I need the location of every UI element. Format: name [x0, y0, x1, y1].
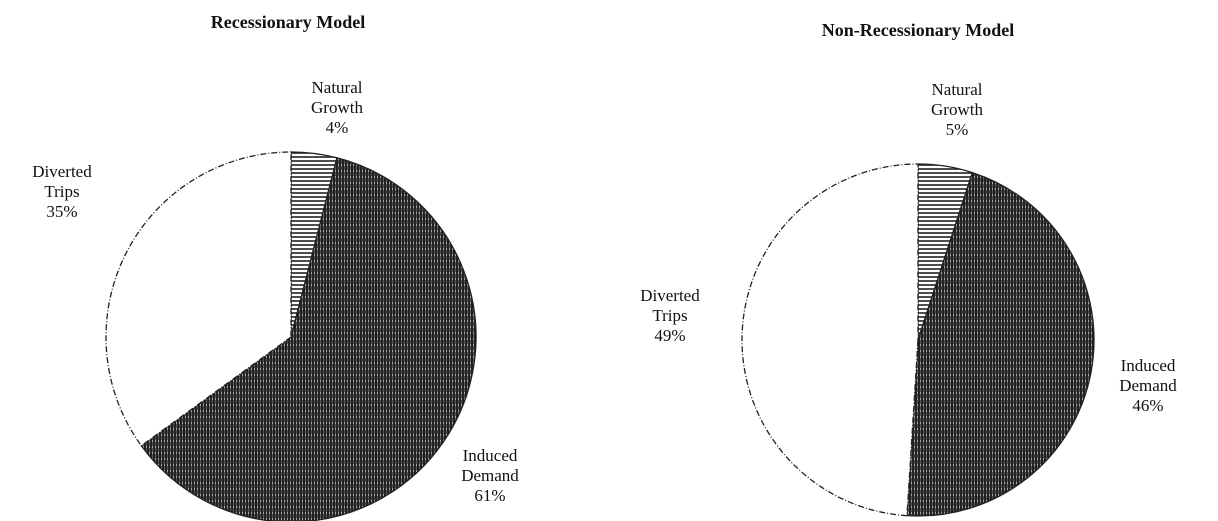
value-label: 5%: [945, 120, 969, 139]
slice-label: Diverted Trips 35%: [12, 162, 112, 222]
category-label: Natural Growth: [931, 80, 983, 119]
value-label: 49%: [654, 326, 686, 345]
pie-slice: [906, 171, 1095, 517]
category-label: Induced Demand: [1119, 356, 1177, 395]
category-label: Diverted Trips: [640, 286, 700, 325]
category-label: Natural Growth: [311, 78, 363, 117]
slice-label: Natural Growth 5%: [907, 80, 1007, 140]
slice-label: Induced Demand 46%: [1098, 356, 1198, 416]
pie-slice: [140, 157, 477, 521]
slice-label: Diverted Trips 49%: [620, 286, 720, 346]
value-label: 46%: [1132, 396, 1164, 415]
chart-title: Non-Recessionary Model: [821, 20, 1015, 40]
slice-label: Natural Growth 4%: [287, 78, 387, 138]
category-label: Induced Demand: [461, 446, 519, 485]
value-label: 61%: [474, 486, 506, 505]
category-label: Diverted Trips: [32, 162, 92, 201]
value-label: 35%: [46, 202, 78, 221]
slice-label: Induced Demand 61%: [440, 446, 540, 506]
chart-title: Recessionary Model: [210, 12, 366, 32]
pie-slice: [105, 151, 292, 447]
pie-slice: [741, 163, 919, 517]
value-label: 4%: [325, 118, 349, 137]
